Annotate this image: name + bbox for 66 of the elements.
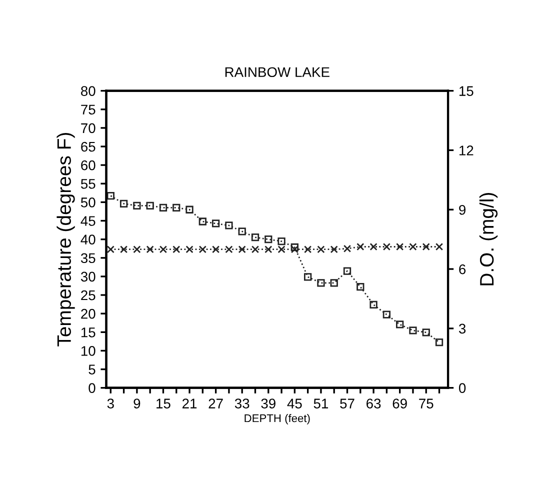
point [238,228,246,236]
point [186,206,194,214]
x-tick-label: 69 [392,398,407,408]
x-axis-title: DEPTH (feet) [244,414,310,424]
x-tick-label: 15 [156,398,170,408]
point [304,273,312,281]
point [317,279,325,287]
y-tick-label: 20 [81,308,96,319]
point [159,204,168,212]
y2-axis-title: D.O. (mg/l) [479,193,498,286]
point [382,310,391,318]
x-tick-label: 27 [208,398,223,408]
y-tick-label: 45 [80,216,96,226]
x-tick-label: 33 [234,398,250,408]
point [343,267,352,275]
y-axis-title: Temperature (degrees F) [56,133,75,346]
point [435,338,444,346]
point [409,326,417,334]
y2-tick-label: 6 [459,264,466,274]
point [264,236,272,244]
y-tick-label: 50 [80,198,96,208]
point [198,218,206,226]
y-tick-label: 10 [81,346,96,356]
x-tick-label: 9 [134,398,140,408]
x-tick-label: 57 [340,398,354,408]
y-tick-label: 60 [81,160,96,170]
y-tick-label: 80 [81,86,96,96]
x-tick-label: 45 [287,398,302,408]
y2-tick-label: 3 [458,324,466,334]
y-tick-label: 30 [80,272,96,282]
point [290,243,298,252]
y-tick-label: 5 [88,364,96,374]
x-tick-label: 21 [182,398,197,408]
y-tick-label: 75 [81,104,96,115]
x-tick-label: 3 [107,398,114,408]
y-tick-label: 35 [80,253,96,264]
point [172,204,180,212]
x-tick-label: 51 [314,398,328,408]
y-tick-label: 65 [81,142,96,152]
point [212,220,220,228]
x-tick-label: 39 [261,398,276,408]
point [225,222,233,230]
point [251,234,260,242]
y-tick-label: 55 [80,179,96,189]
y-tick-label: 40 [80,234,96,244]
point [120,200,128,208]
y2-tick-label: 0 [458,383,466,394]
point [396,320,404,328]
x-tick-label: 63 [366,398,381,408]
point [106,192,114,200]
point [133,202,141,210]
y-tick-label: 25 [81,290,96,300]
x-tick-label: 75 [419,398,434,408]
point [146,202,154,210]
y2-tick-label: 15 [460,86,474,96]
point [356,283,364,291]
point [278,237,286,246]
y2-tick-label: 9 [459,204,466,215]
y-tick-label: 0 [88,383,96,394]
point [330,279,338,287]
point [370,300,378,308]
y2-tick-label: 12 [460,146,474,156]
chart-title: RAINBOW LAKE [225,67,330,78]
y-tick-label: 70 [81,123,96,134]
y-tick-label: 15 [81,328,96,338]
point [422,328,430,336]
